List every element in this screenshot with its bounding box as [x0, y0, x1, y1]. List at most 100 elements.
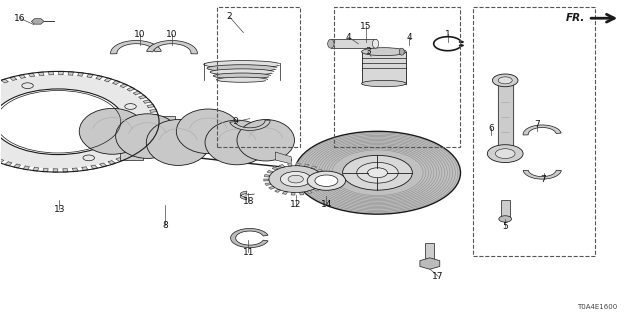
- Text: 5: 5: [502, 222, 508, 231]
- Polygon shape: [300, 192, 304, 195]
- Circle shape: [459, 44, 464, 47]
- Bar: [120, 131, 143, 160]
- Polygon shape: [111, 41, 161, 54]
- Polygon shape: [291, 192, 295, 195]
- Text: 11: 11: [243, 248, 254, 257]
- Circle shape: [269, 166, 323, 193]
- Text: 9: 9: [233, 117, 239, 126]
- Polygon shape: [127, 87, 135, 91]
- Circle shape: [499, 216, 511, 222]
- Polygon shape: [91, 165, 97, 169]
- Polygon shape: [152, 124, 159, 127]
- Polygon shape: [130, 151, 138, 155]
- Polygon shape: [0, 159, 4, 163]
- Ellipse shape: [204, 60, 280, 68]
- Text: 17: 17: [433, 272, 444, 281]
- Bar: [211, 127, 234, 154]
- Circle shape: [0, 89, 124, 155]
- Circle shape: [342, 155, 412, 190]
- Polygon shape: [139, 95, 147, 99]
- Circle shape: [367, 168, 387, 178]
- Bar: [426, 243, 435, 264]
- Polygon shape: [296, 163, 300, 166]
- Polygon shape: [230, 120, 270, 130]
- Circle shape: [495, 149, 515, 158]
- Polygon shape: [4, 162, 12, 166]
- Polygon shape: [116, 158, 124, 162]
- Text: 7: 7: [534, 120, 540, 130]
- Polygon shape: [82, 167, 88, 171]
- Polygon shape: [133, 91, 141, 95]
- Polygon shape: [33, 167, 38, 171]
- Polygon shape: [318, 185, 324, 188]
- Ellipse shape: [210, 69, 274, 75]
- Polygon shape: [87, 74, 93, 77]
- Ellipse shape: [116, 114, 179, 158]
- Polygon shape: [282, 191, 287, 194]
- Ellipse shape: [147, 120, 210, 165]
- Polygon shape: [19, 75, 26, 78]
- Polygon shape: [124, 155, 131, 158]
- Polygon shape: [53, 169, 58, 172]
- Circle shape: [498, 77, 512, 84]
- Polygon shape: [10, 76, 17, 80]
- Ellipse shape: [216, 77, 268, 82]
- Polygon shape: [1, 79, 8, 83]
- Text: 8: 8: [163, 221, 168, 230]
- Ellipse shape: [205, 120, 269, 165]
- Polygon shape: [147, 41, 197, 54]
- Polygon shape: [96, 76, 102, 79]
- Polygon shape: [152, 119, 159, 122]
- Polygon shape: [317, 169, 323, 172]
- Polygon shape: [100, 163, 107, 167]
- Polygon shape: [13, 164, 20, 168]
- Ellipse shape: [79, 108, 146, 154]
- Polygon shape: [307, 191, 312, 194]
- Polygon shape: [269, 186, 275, 189]
- Text: 18: 18: [243, 197, 254, 206]
- Ellipse shape: [362, 48, 406, 56]
- Ellipse shape: [176, 109, 240, 154]
- Polygon shape: [265, 183, 271, 185]
- Circle shape: [280, 172, 311, 187]
- Polygon shape: [143, 100, 151, 103]
- Text: 3: 3: [365, 47, 371, 56]
- Bar: [500, 200, 509, 219]
- Polygon shape: [267, 171, 273, 173]
- Ellipse shape: [399, 48, 404, 55]
- Polygon shape: [151, 129, 158, 132]
- Polygon shape: [420, 258, 440, 269]
- Polygon shape: [321, 181, 327, 184]
- Text: T0A4E1600: T0A4E1600: [577, 304, 617, 310]
- Circle shape: [294, 131, 461, 214]
- Polygon shape: [31, 19, 44, 24]
- Circle shape: [356, 162, 398, 183]
- Polygon shape: [279, 164, 285, 168]
- Polygon shape: [63, 169, 68, 172]
- Polygon shape: [523, 125, 561, 135]
- Bar: [362, 52, 406, 84]
- Bar: [473, 7, 595, 256]
- Polygon shape: [275, 152, 291, 164]
- Circle shape: [492, 74, 518, 87]
- Polygon shape: [264, 175, 270, 177]
- Polygon shape: [59, 71, 63, 75]
- Text: 10: 10: [166, 30, 177, 39]
- Polygon shape: [152, 114, 159, 117]
- Ellipse shape: [237, 120, 294, 161]
- Polygon shape: [49, 71, 53, 75]
- Polygon shape: [311, 166, 317, 169]
- Polygon shape: [28, 73, 35, 77]
- Ellipse shape: [372, 39, 379, 48]
- Text: 7: 7: [541, 175, 547, 184]
- Polygon shape: [38, 72, 44, 76]
- Polygon shape: [230, 228, 268, 248]
- Text: 15: 15: [360, 22, 372, 31]
- Polygon shape: [275, 189, 280, 192]
- Circle shape: [487, 145, 523, 163]
- Polygon shape: [68, 72, 74, 75]
- Text: 2: 2: [227, 12, 232, 21]
- Polygon shape: [145, 138, 152, 142]
- Bar: [152, 116, 175, 143]
- Circle shape: [0, 75, 153, 169]
